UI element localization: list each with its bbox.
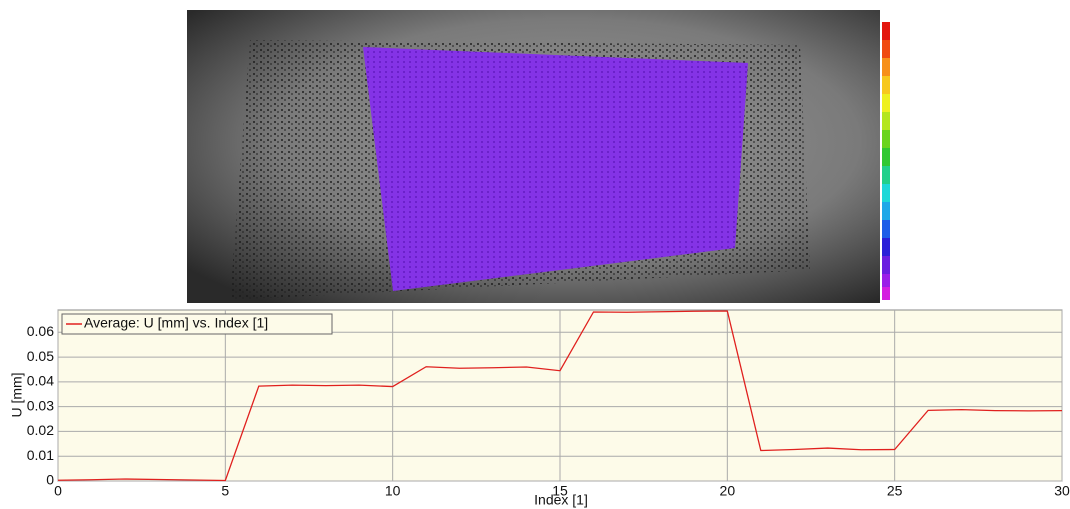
- y-tick-label: 0.05: [27, 348, 54, 364]
- x-tick-label: 20: [720, 483, 736, 499]
- camera-image: [187, 10, 880, 303]
- x-tick-label: 30: [1054, 483, 1070, 499]
- screen: Index [1] U [mm] 00.010.020.030.040.050.…: [0, 0, 1070, 509]
- legend-label: Average: U [mm] vs. Index [1]: [84, 315, 268, 331]
- y-tick-label: 0.04: [27, 373, 54, 389]
- x-tick-label: 15: [552, 483, 568, 499]
- x-tick-label: 25: [887, 483, 903, 499]
- colorbar: [882, 22, 890, 300]
- y-tick-label: 0.03: [27, 397, 54, 413]
- y-tick-label: 0: [46, 472, 54, 488]
- y-tick-label: 0.06: [27, 323, 54, 339]
- x-tick-label: 5: [221, 483, 229, 499]
- y-tick-label: 0.02: [27, 422, 54, 438]
- y-tick-label: 0.01: [27, 447, 54, 463]
- y-axis-label: U [mm]: [9, 372, 25, 417]
- x-tick-label: 10: [385, 483, 401, 499]
- x-tick-label: 0: [54, 483, 62, 499]
